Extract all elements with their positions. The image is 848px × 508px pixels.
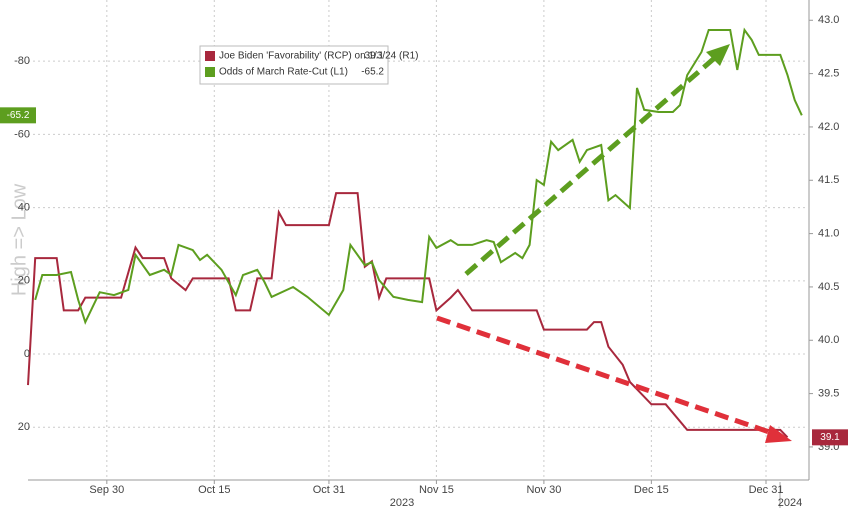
series-line <box>27 192 789 438</box>
legend-swatch <box>205 51 215 61</box>
y2-tick-label: 42.5 <box>818 68 839 80</box>
legend-box <box>199 45 389 85</box>
y2-tick-label: 41.5 <box>818 174 839 186</box>
y2-tick-label: 40.5 <box>818 281 839 293</box>
y2-tick-label: 43.0 <box>818 14 839 26</box>
y2-tick-label: 41.0 <box>818 228 839 240</box>
x-tick-label: Dec 15 <box>634 484 669 496</box>
x-tick-label: Oct 15 <box>198 484 230 496</box>
x-tick-label: Dec 31 <box>749 484 784 496</box>
legend-label: Odds of March Rate-Cut (L1) <box>219 67 348 78</box>
x-tick-label: Oct 31 <box>313 484 345 496</box>
y2-tick-label: 42.0 <box>818 121 839 133</box>
last-value-tag <box>0 107 36 124</box>
year-label: 2023 <box>390 497 414 508</box>
legend-label: Joe Biden 'Favorability' (RCP) on 1/3/24… <box>219 51 418 62</box>
legend-value: -65.2 <box>361 67 384 78</box>
series-line <box>34 27 803 325</box>
y-tick-label: -80 <box>14 55 30 67</box>
y2-tick-label: 40.0 <box>818 334 839 346</box>
last-value-tag <box>812 429 848 446</box>
year-label: 2024 <box>778 497 802 508</box>
y2-tick-label: 39.5 <box>818 388 839 400</box>
y-tick-label: 20 <box>18 421 30 433</box>
y-tick-label: 20 <box>18 275 30 287</box>
y-tick-label: 0 <box>24 348 30 360</box>
x-tick-label: Nov 15 <box>419 484 454 496</box>
last-value-label: -65.2 <box>7 110 30 121</box>
plot <box>27 0 809 480</box>
y-tick-label: -60 <box>14 128 30 140</box>
y-tick-label: 40 <box>18 202 30 214</box>
arrows <box>436 44 792 443</box>
x-tick-label: Nov 30 <box>526 484 561 496</box>
legend: Joe Biden 'Favorability' (RCP) on 1/3/24… <box>199 45 418 85</box>
last-value-label: 39.1 <box>820 432 840 443</box>
trend-arrow <box>436 315 779 438</box>
legend-value: 39.1 <box>365 51 385 62</box>
axis-label: High => Low <box>8 183 30 296</box>
legend-swatch <box>205 67 215 77</box>
arrow-head <box>765 425 792 443</box>
trend-arrow <box>464 53 720 276</box>
arrow-head <box>706 44 730 66</box>
x-tick-label: Sep 30 <box>89 484 124 496</box>
